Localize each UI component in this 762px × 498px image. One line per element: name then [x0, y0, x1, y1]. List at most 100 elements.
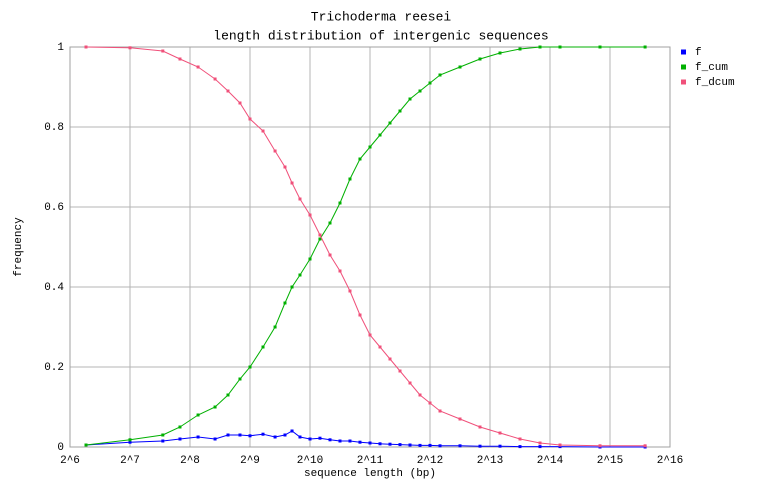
data-point — [338, 201, 342, 205]
data-point — [458, 65, 462, 69]
data-point — [388, 442, 392, 446]
data-point — [398, 109, 402, 113]
plot-frame — [69, 46, 671, 448]
legend-marker — [681, 49, 686, 55]
data-point — [128, 440, 132, 444]
data-point — [598, 444, 602, 448]
x-tick-label: 2^13 — [477, 455, 503, 467]
y-tick-label: 0 — [57, 442, 64, 454]
x-tick-label: 2^10 — [297, 455, 323, 467]
data-point — [308, 257, 312, 261]
y-axis-label: frequency — [13, 217, 25, 277]
x-tick-label: 2^6 — [60, 455, 80, 467]
data-point — [238, 433, 242, 437]
data-point — [273, 435, 277, 439]
series-line — [86, 46, 646, 447]
data-point — [558, 445, 562, 449]
data-point — [318, 436, 322, 440]
data-point — [348, 177, 352, 181]
data-point — [338, 269, 342, 273]
data-point — [598, 45, 602, 49]
data-point — [213, 405, 217, 409]
y-tick-label: 1 — [57, 42, 64, 54]
data-point — [438, 409, 442, 413]
data-point — [428, 401, 432, 405]
data-point — [558, 45, 562, 49]
data-point — [128, 438, 132, 442]
data-point — [178, 57, 182, 61]
data-point — [398, 443, 402, 447]
data-point — [378, 345, 382, 349]
data-point — [388, 121, 392, 125]
data-point — [518, 445, 522, 449]
data-point — [398, 369, 402, 373]
data-point — [261, 129, 265, 133]
y-tick-label: 0.2 — [44, 362, 64, 374]
data-point — [161, 433, 165, 437]
data-point — [308, 437, 312, 441]
data-point — [458, 444, 462, 448]
data-point — [318, 237, 322, 241]
data-point — [178, 425, 182, 429]
data-point — [438, 73, 442, 77]
x-tick-label: 2^11 — [357, 455, 384, 467]
data-point — [538, 445, 542, 449]
x-tick-label: 2^9 — [240, 455, 260, 467]
data-point — [273, 149, 277, 153]
data-point — [283, 301, 287, 305]
data-point — [388, 357, 392, 361]
data-point — [226, 393, 230, 397]
data-point — [408, 381, 412, 385]
data-point — [358, 440, 362, 444]
legend-marker — [681, 79, 686, 85]
data-point — [308, 213, 312, 217]
data-point — [226, 433, 230, 437]
y-tick-label: 0.6 — [44, 202, 64, 214]
data-point — [261, 345, 265, 349]
data-point — [161, 439, 165, 443]
x-tick-label: 2^14 — [537, 455, 564, 467]
data-point — [538, 45, 542, 49]
data-point — [348, 439, 352, 443]
data-point — [283, 165, 287, 169]
x-tick-label: 2^12 — [417, 455, 443, 467]
data-point — [358, 313, 362, 317]
data-point — [128, 46, 132, 50]
legend-marker — [681, 64, 686, 70]
data-point — [368, 441, 372, 445]
legend-label: f — [695, 47, 702, 59]
data-point — [248, 117, 252, 121]
data-point — [478, 425, 482, 429]
series-line — [85, 430, 646, 448]
x-tick-label: 2^8 — [180, 455, 200, 467]
data-point — [478, 57, 482, 61]
data-point — [408, 97, 412, 101]
data-point — [213, 77, 217, 81]
data-point — [518, 437, 522, 441]
y-tick-label: 0.4 — [44, 282, 64, 294]
data-point — [261, 432, 265, 436]
x-axis-label: sequence length (bp) — [304, 468, 436, 480]
data-point — [84, 45, 88, 49]
data-point — [498, 51, 502, 55]
data-point — [283, 433, 287, 437]
data-point — [518, 47, 522, 51]
data-point — [338, 439, 342, 443]
data-point — [213, 437, 217, 441]
data-point — [358, 157, 362, 161]
data-point — [538, 441, 542, 445]
data-point — [438, 444, 442, 448]
legend-label: f_cum — [695, 62, 728, 74]
data-point — [378, 133, 382, 137]
data-point — [248, 434, 252, 438]
data-point — [328, 221, 332, 225]
data-point — [178, 437, 182, 441]
data-point — [558, 443, 562, 447]
data-point — [84, 443, 88, 447]
legend-label: f_dcum — [695, 77, 735, 89]
data-point — [196, 413, 200, 417]
data-point — [643, 444, 647, 448]
data-point — [498, 431, 502, 435]
data-point — [418, 393, 422, 397]
